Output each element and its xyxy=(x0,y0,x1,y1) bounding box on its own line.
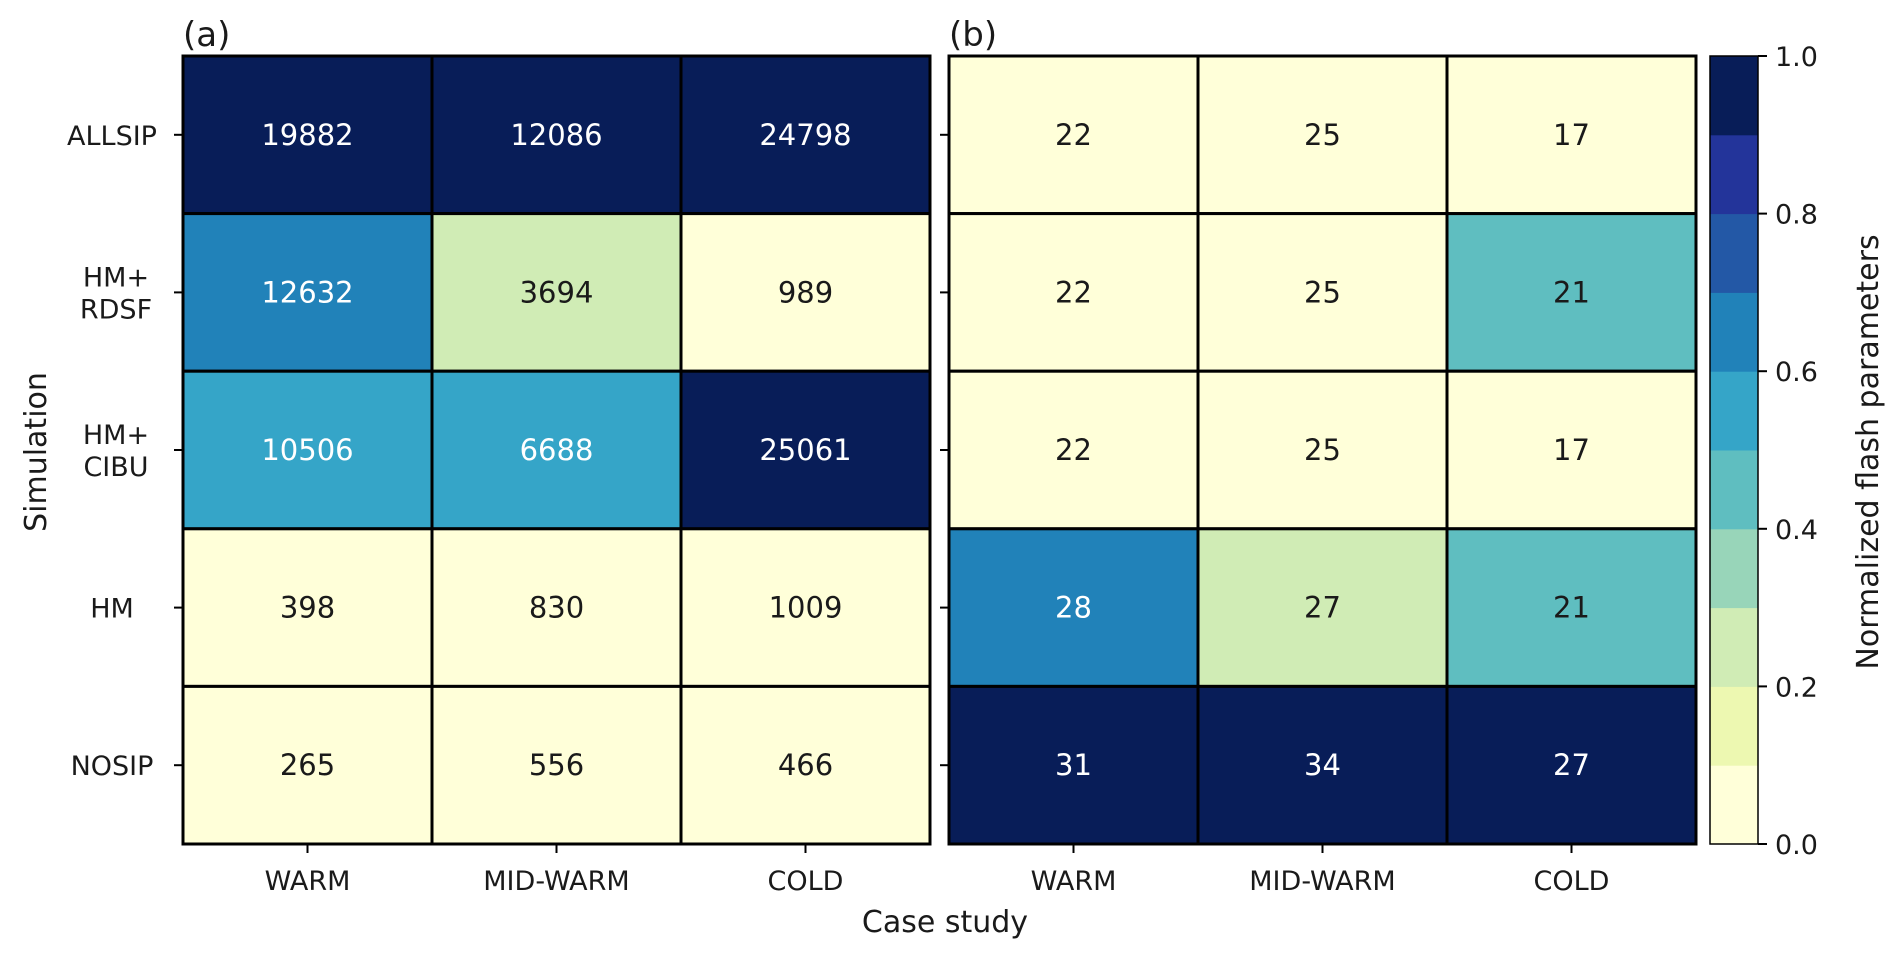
y-axis-label: Simulation xyxy=(19,372,54,532)
cell-value-label: 6688 xyxy=(520,433,594,467)
heatmap-cell xyxy=(947,684,1200,846)
colorbar-label: Normalized flash parameters xyxy=(1851,234,1886,669)
heatmap-cell xyxy=(1196,54,1449,216)
heatmap-cell xyxy=(679,684,932,846)
cell-value-label: 830 xyxy=(529,591,584,625)
cell-value-label: 24798 xyxy=(759,118,851,152)
cell-value-label: 21 xyxy=(1553,275,1590,309)
cell-value-label: 12086 xyxy=(510,118,602,152)
heatmap-cell xyxy=(947,212,1200,373)
heatmap-cell xyxy=(430,369,683,531)
cell-value-label: 12632 xyxy=(261,275,353,309)
cell-value-label: 10506 xyxy=(261,433,353,467)
heatmap-cell xyxy=(679,212,932,373)
heatmap-cell xyxy=(181,212,434,373)
colorbar: 0.0 0.2 0.4 0.6 0.8 1.0 xyxy=(1709,42,1818,861)
x-tick-label: MID-WARM xyxy=(1249,866,1395,897)
cell-value-label: 27 xyxy=(1553,748,1590,782)
heatmap-cell xyxy=(1196,527,1449,688)
cell-value-label: 28 xyxy=(1055,591,1092,625)
cell-value-label: 265 xyxy=(280,748,335,782)
heatmap-cell xyxy=(430,684,683,846)
colorbar-segment xyxy=(1710,765,1758,845)
cell-value-label: 25 xyxy=(1304,118,1341,152)
cell-value-label: 1009 xyxy=(769,591,843,625)
x-tick-label: WARM xyxy=(265,866,351,897)
panel-a-heatmap: 19882 12086 24798 12632 3694 989 10506 6688 2506… xyxy=(67,15,932,897)
colorbar-segment xyxy=(1710,686,1758,766)
y-tick-label: HM xyxy=(90,594,134,625)
colorbar-tick-label: 1.0 xyxy=(1775,42,1818,73)
heatmap-cell xyxy=(679,54,932,216)
cell-value-label: 398 xyxy=(280,591,335,625)
colorbar-segment xyxy=(1710,528,1758,609)
cell-value-label: 25 xyxy=(1304,433,1341,467)
cell-value-label: 22 xyxy=(1055,118,1092,152)
panel-b-heatmap: 22 25 17 22 25 21 22 25 17 28 27 21 31 34 27 WARM MID-WA… xyxy=(940,15,1698,897)
colorbar-segment xyxy=(1710,56,1758,136)
cell-value-label: 556 xyxy=(529,748,584,782)
heatmap-cell xyxy=(181,684,434,846)
colorbar-segment xyxy=(1710,607,1758,687)
heatmap-cell xyxy=(1445,212,1698,373)
heatmap-cell xyxy=(1196,684,1449,846)
colorbar-segment xyxy=(1710,213,1758,293)
heatmap-cell xyxy=(947,527,1200,688)
colorbar-frame xyxy=(1709,55,1759,845)
cell-value-label: 989 xyxy=(778,275,833,309)
cell-value-label: 3694 xyxy=(520,275,594,309)
cell-value-label: 22 xyxy=(1055,275,1092,309)
colorbar-segment xyxy=(1710,292,1758,372)
panel-label: (b) xyxy=(949,15,997,55)
y-tick-label: NOSIP xyxy=(71,751,154,782)
heatmap-cell xyxy=(1445,527,1698,688)
y-tick-label: HM+ RDSF xyxy=(80,262,152,325)
colorbar-segment xyxy=(1710,450,1758,530)
cell-value-label: 25 xyxy=(1304,275,1341,309)
heatmap-cell xyxy=(430,54,683,216)
colorbar-tick-label: 0.4 xyxy=(1775,515,1818,546)
heatmap-cell xyxy=(181,54,434,216)
heatmap-cell xyxy=(1196,369,1449,531)
heatmap-cell xyxy=(181,527,434,688)
colorbar-tick-label: 0.8 xyxy=(1775,200,1818,231)
heatmap-cell xyxy=(1445,684,1698,846)
cell-value-label: 31 xyxy=(1055,748,1092,782)
x-axis-label: Case study xyxy=(862,905,1028,940)
heatmap-cell xyxy=(1196,212,1449,373)
x-tick-label: COLD xyxy=(768,866,844,897)
heatmap-cell xyxy=(1445,54,1698,216)
colorbar-segment xyxy=(1710,371,1758,451)
cell-value-label: 21 xyxy=(1553,591,1590,625)
y-tick-label: ALLSIP xyxy=(67,121,157,152)
colorbar-tick-label: 0.2 xyxy=(1775,672,1818,703)
cell-value-label: 27 xyxy=(1304,591,1341,625)
y-tick-label: HM+ CIBU xyxy=(83,420,149,483)
x-tick-label: COLD xyxy=(1534,866,1610,897)
cell-value-label: 17 xyxy=(1553,118,1590,152)
panel-label: (a) xyxy=(183,15,230,55)
heatmap-cell xyxy=(679,527,932,688)
cell-value-label: 25061 xyxy=(759,433,851,467)
x-tick-label: MID-WARM xyxy=(483,866,629,897)
cell-value-label: 34 xyxy=(1304,748,1341,782)
x-tick-label: WARM xyxy=(1031,866,1117,897)
heatmap-cell xyxy=(947,54,1200,216)
cell-value-label: 22 xyxy=(1055,433,1092,467)
colorbar-tick-label: 0.6 xyxy=(1775,357,1818,388)
cell-value-label: 466 xyxy=(778,748,833,782)
cell-value-label: 17 xyxy=(1553,433,1590,467)
cell-value-label: 19882 xyxy=(261,118,353,152)
colorbar-segment xyxy=(1710,134,1758,215)
colorbar-tick-label: 0.0 xyxy=(1775,830,1818,861)
